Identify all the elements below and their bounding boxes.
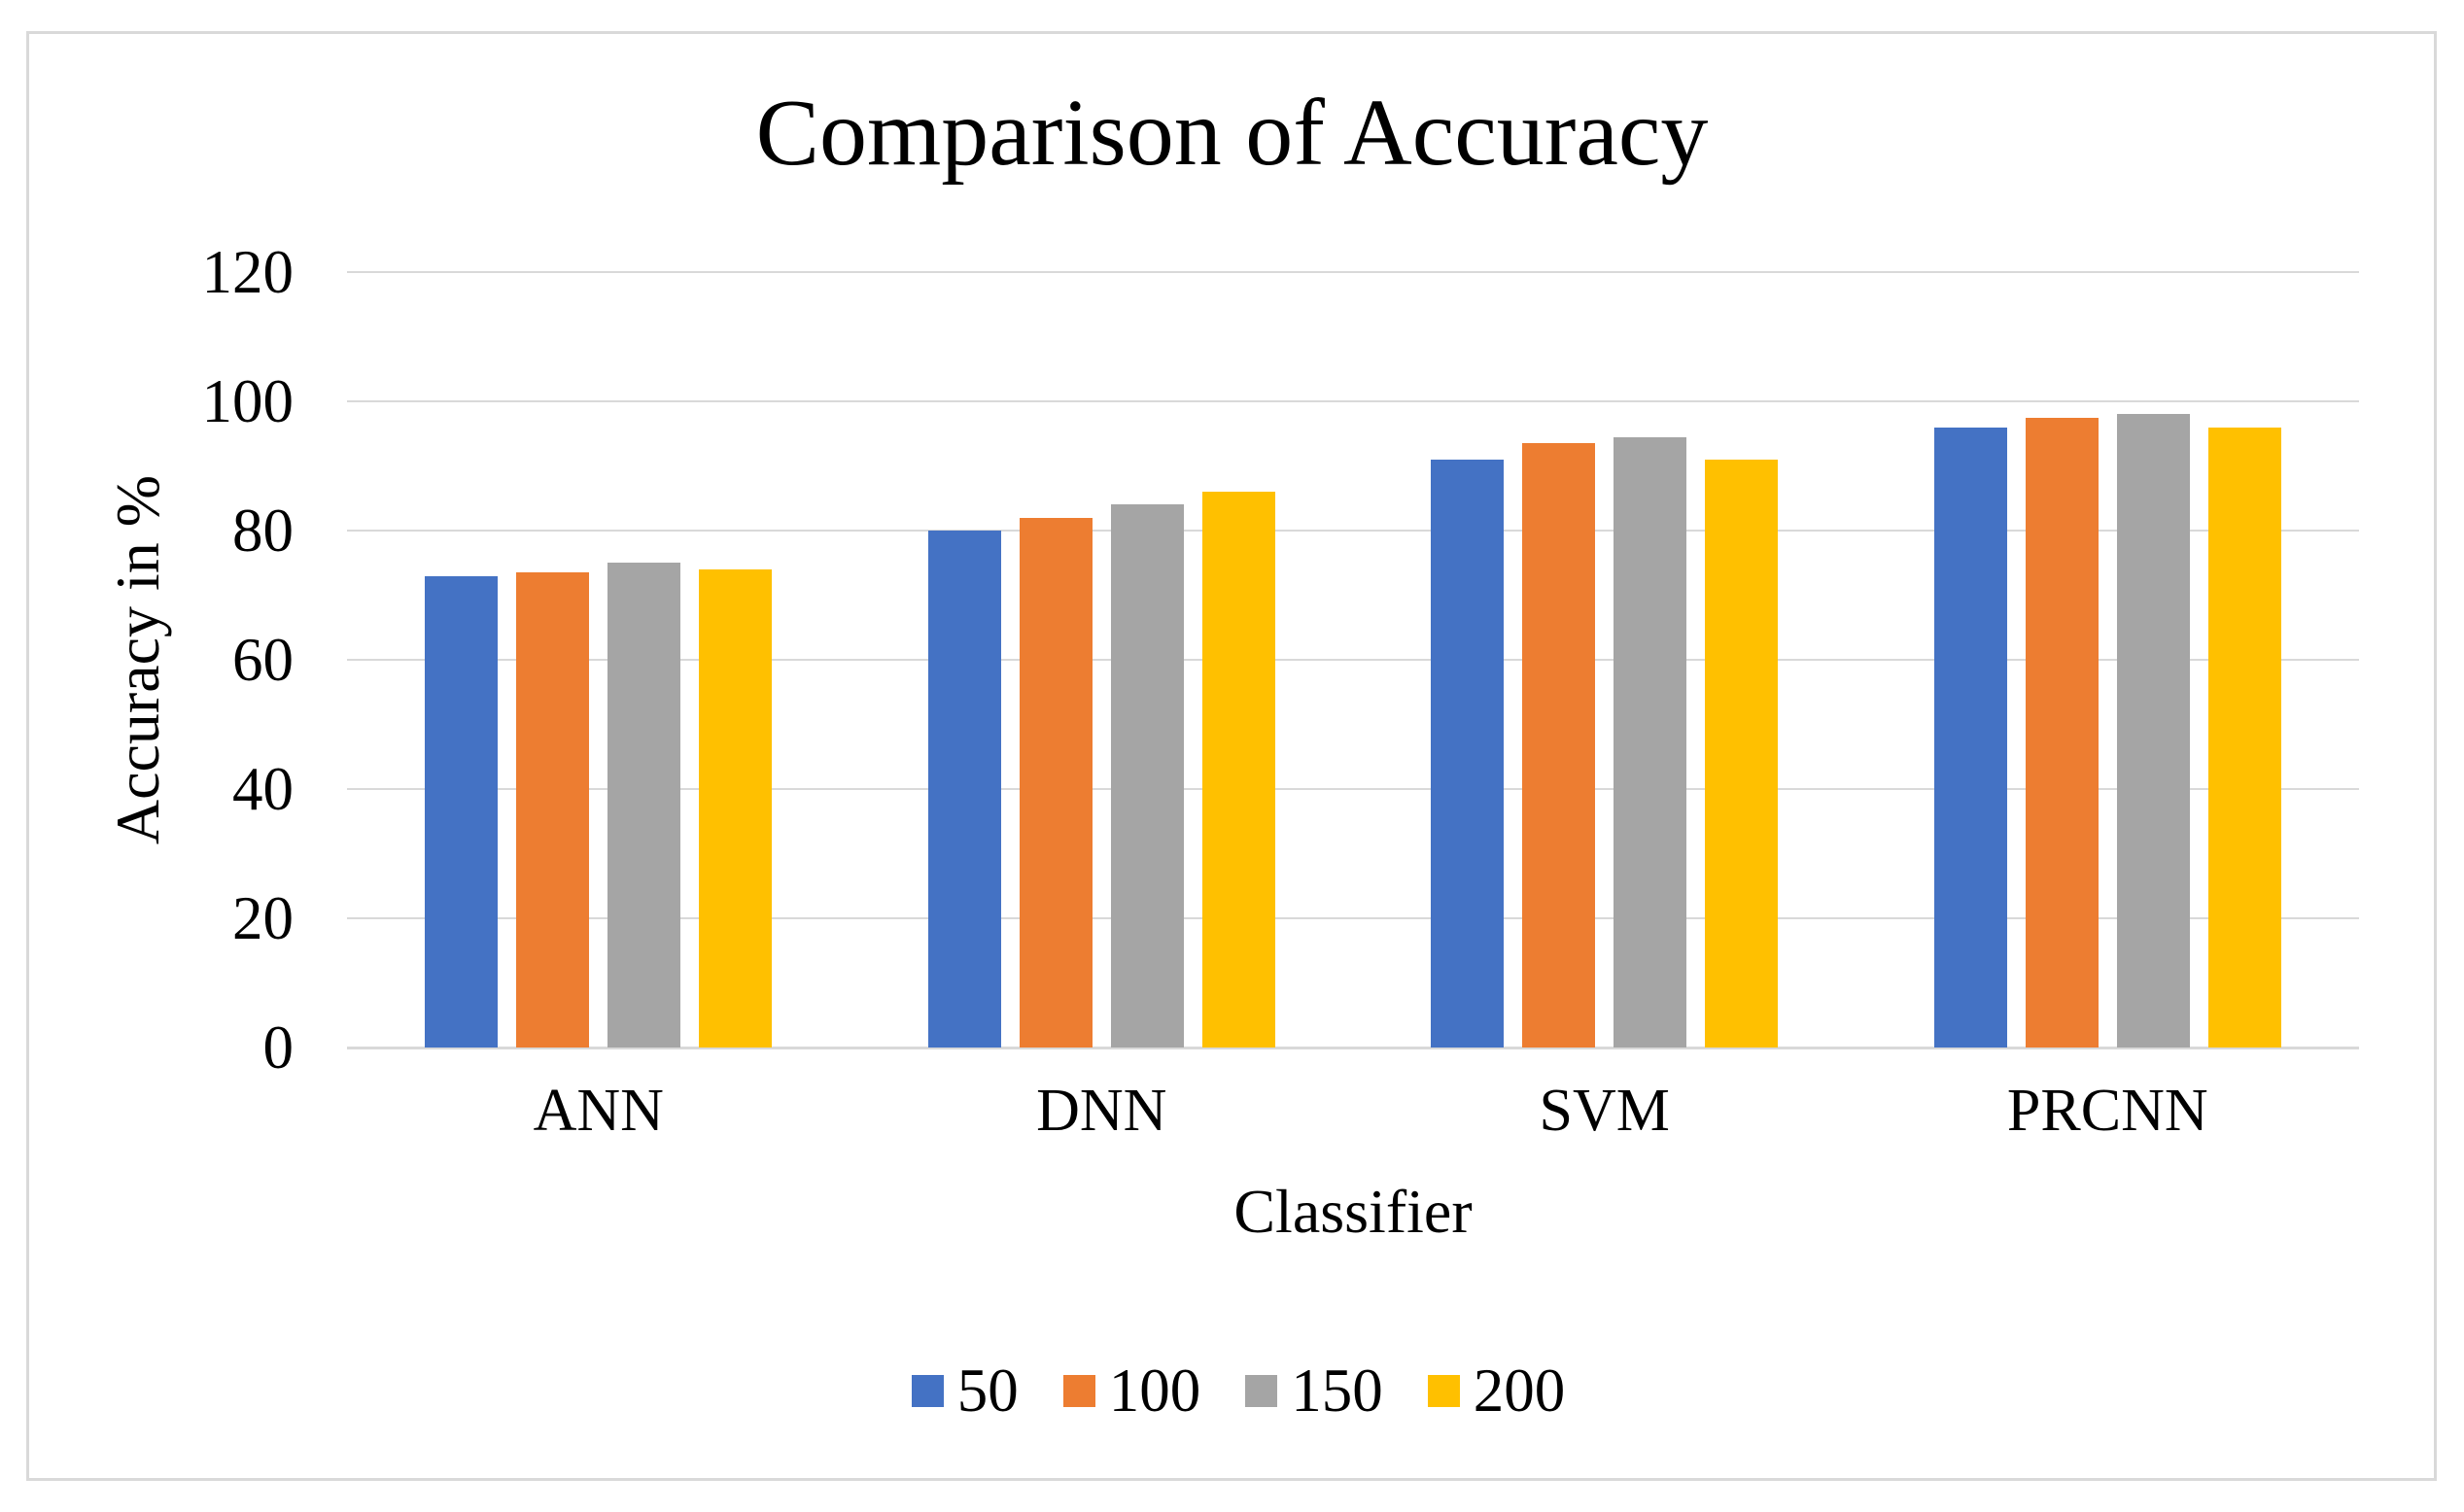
gridline-y-80	[347, 530, 2359, 532]
y-tick-label-40: 40	[232, 755, 294, 823]
x-tick-label-ANN: ANN	[533, 1078, 664, 1144]
legend-label-50: 50	[956, 1357, 1019, 1425]
legend-label-200: 200	[1473, 1357, 1566, 1425]
chart-title: Comparison of Accuracy	[755, 81, 1709, 186]
bar-DNN-100	[1019, 517, 1093, 1048]
bar-ANN-50	[425, 575, 499, 1048]
bar-SVM-150	[1614, 436, 1687, 1048]
gridline-y-120	[347, 271, 2359, 273]
gridline-y-20	[347, 917, 2359, 919]
legend-label-100: 100	[1108, 1357, 1201, 1425]
y-tick-label-100: 100	[201, 367, 295, 435]
y-tick-label-80: 80	[232, 497, 294, 565]
legend-item-150: 150	[1245, 1360, 1383, 1422]
legend-label-150: 150	[1291, 1357, 1383, 1425]
bar-DNN-200	[1201, 492, 1275, 1048]
gridline-y-100	[347, 400, 2359, 402]
bar-ANN-200	[699, 568, 773, 1048]
legend-item-100: 100	[1062, 1357, 1201, 1425]
legend-swatch-100	[1062, 1375, 1095, 1407]
bar-PRCNN-100	[2025, 417, 2099, 1048]
bar-PRCNN-200	[2207, 427, 2281, 1048]
y-tick-label-120: 120	[201, 238, 295, 306]
x-tick-label-DNN: DNN	[1036, 1078, 1167, 1144]
x-tick-label-PRCNN: PRCNN	[2006, 1078, 2208, 1144]
gridline-y-40	[347, 788, 2359, 790]
bar-DNN-150	[1110, 504, 1184, 1048]
plot-area	[347, 271, 2359, 1049]
legend-item-50: 50	[911, 1357, 1019, 1425]
bar-ANN-100	[516, 572, 590, 1048]
y-tick-label-60: 60	[232, 626, 294, 694]
legend: 50 100 150 200	[0, 1360, 2464, 1422]
bar-SVM-200	[1705, 459, 1779, 1048]
bar-PRCNN-150	[2116, 414, 2190, 1048]
bar-ANN-150	[607, 563, 681, 1048]
legend-swatch-200	[1427, 1375, 1460, 1407]
y-tick-label-0: 0	[262, 1014, 295, 1082]
bar-SVM-100	[1522, 443, 1596, 1048]
gridline-y-60	[347, 659, 2359, 661]
x-tick-label-SVM: SVM	[1539, 1078, 1670, 1144]
bar-SVM-50	[1431, 459, 1505, 1048]
y-tick-label-20: 20	[232, 884, 294, 952]
x-axis-title: Classifier	[1233, 1177, 1473, 1246]
legend-swatch-50	[911, 1375, 944, 1407]
legend-swatch-150	[1245, 1375, 1278, 1407]
bar-PRCNN-50	[1933, 427, 2007, 1048]
legend-item-200: 200	[1427, 1357, 1566, 1425]
x-axis-line	[347, 1047, 2359, 1049]
bar-DNN-50	[927, 531, 1001, 1048]
